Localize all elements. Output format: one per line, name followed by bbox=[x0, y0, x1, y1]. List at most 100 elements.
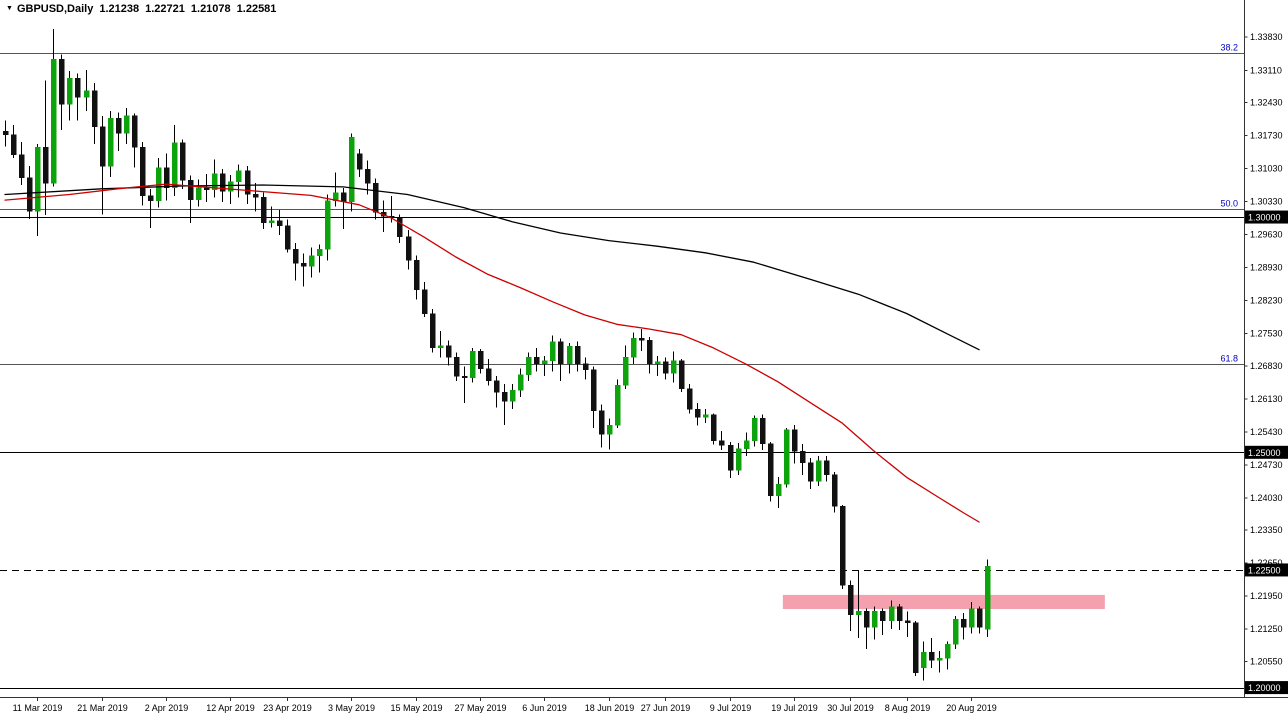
candle bbox=[718, 431, 725, 450]
candle bbox=[678, 359, 685, 393]
symbol-period-label: GBPUSD,Daily bbox=[16, 3, 94, 15]
candle-body-down bbox=[26, 177, 33, 212]
ohlc-open: 1.21238 bbox=[99, 3, 140, 15]
candle-body-down bbox=[791, 429, 798, 452]
candle bbox=[710, 413, 717, 445]
time-tick-label: 11 Mar 2019 bbox=[13, 703, 63, 713]
candle bbox=[533, 347, 540, 372]
candle bbox=[831, 472, 838, 513]
time-tick-label: 12 Apr 2019 bbox=[206, 703, 255, 713]
candle-body-up bbox=[541, 360, 548, 365]
horizontal-lines bbox=[0, 217, 1245, 689]
candle bbox=[179, 139, 186, 189]
price-tick-label: 1.33830 bbox=[1250, 32, 1283, 42]
candle bbox=[968, 601, 975, 634]
candle-body-up bbox=[702, 414, 709, 418]
candle bbox=[147, 188, 154, 228]
price-tag-bg bbox=[1245, 563, 1288, 577]
candle-body-down bbox=[147, 195, 154, 201]
candle bbox=[799, 443, 806, 475]
price-tick-label: 1.21250 bbox=[1250, 624, 1283, 634]
candle bbox=[582, 357, 589, 380]
candle-body-down bbox=[356, 153, 363, 170]
candle-body-down bbox=[847, 584, 854, 615]
candle bbox=[477, 348, 484, 374]
candle bbox=[557, 338, 564, 381]
candle bbox=[590, 366, 597, 428]
time-axis[interactable]: 11 Mar 2019 21 Mar 2019 2 Apr 2019 12 Apr 2… bbox=[0, 697, 1288, 713]
candle bbox=[485, 359, 492, 386]
time-tick-label: 3 May 2019 bbox=[328, 703, 375, 713]
price-axis[interactable]: 1.33830 1.33110 1.32430 1.31730 1.31030 1.303… bbox=[1244, 0, 1288, 698]
candle bbox=[751, 415, 758, 447]
dropdown-triangle-icon[interactable]: ▼ bbox=[6, 5, 13, 12]
candle-body-up bbox=[469, 350, 476, 379]
candle-body-down bbox=[896, 606, 903, 622]
candle-body-down bbox=[74, 77, 81, 98]
ma-fast-line bbox=[4, 183, 980, 523]
candle bbox=[517, 368, 524, 397]
candle-body-down bbox=[839, 506, 846, 586]
candle bbox=[525, 352, 532, 381]
candle bbox=[871, 606, 878, 640]
price-tick-label: 1.30330 bbox=[1250, 197, 1283, 207]
candle-body-up bbox=[775, 484, 782, 496]
time-tick-label: 8 Aug 2019 bbox=[885, 703, 931, 713]
candle-body-up bbox=[783, 429, 790, 485]
candle-body-down bbox=[18, 154, 25, 178]
time-tick-label: 30 Jul 2019 bbox=[827, 703, 874, 713]
candle-body-up bbox=[235, 170, 242, 183]
candle bbox=[920, 641, 927, 681]
price-tag-bg bbox=[1245, 210, 1288, 224]
candle-body-down bbox=[823, 460, 830, 476]
candle-body-down bbox=[187, 180, 194, 200]
candle bbox=[646, 337, 653, 374]
candle bbox=[839, 505, 846, 589]
candle-body-up bbox=[670, 360, 677, 374]
candle-body-up bbox=[855, 611, 862, 615]
chart-legend: ▼ GBPUSD,Daily 1.21238 1.22721 1.21078 1.2258… bbox=[6, 3, 276, 15]
candle bbox=[622, 345, 629, 389]
candle bbox=[324, 194, 331, 261]
time-tick-label: 21 Mar 2019 bbox=[77, 703, 128, 713]
candle-body-up bbox=[735, 448, 742, 471]
price-tick-label: 1.20550 bbox=[1250, 657, 1283, 667]
candle-body-up bbox=[324, 200, 331, 250]
candle bbox=[139, 141, 146, 206]
candle bbox=[107, 111, 114, 178]
candle-body-down bbox=[58, 59, 65, 105]
candle-body-up bbox=[606, 424, 613, 435]
candle bbox=[171, 124, 178, 196]
candle-body-up bbox=[123, 115, 130, 134]
candle bbox=[501, 384, 508, 426]
candle bbox=[187, 175, 194, 224]
candle-body-down bbox=[372, 182, 379, 213]
candle bbox=[99, 115, 106, 215]
candle-body-up bbox=[968, 608, 975, 628]
candle-body-down bbox=[662, 361, 669, 374]
candle-body-up bbox=[348, 136, 355, 203]
candle bbox=[662, 357, 669, 380]
candle bbox=[694, 402, 701, 426]
candle bbox=[686, 384, 693, 414]
candle-body-down bbox=[557, 341, 564, 365]
candle-body-down bbox=[91, 90, 98, 127]
time-tick-label: 9 Jul 2019 bbox=[710, 703, 752, 713]
candle bbox=[775, 476, 782, 508]
candle bbox=[34, 144, 41, 236]
candle bbox=[292, 242, 299, 281]
candle-body-down bbox=[598, 410, 605, 435]
fib-label-38.2: 38.2 bbox=[1220, 43, 1238, 53]
price-tick-label: 1.26830 bbox=[1250, 361, 1283, 371]
candle-body-up bbox=[268, 220, 275, 223]
candle-body-up bbox=[630, 338, 637, 358]
candle bbox=[574, 341, 581, 372]
candle-body-down bbox=[276, 220, 283, 226]
candle-body-down bbox=[879, 611, 886, 622]
candle-body-down bbox=[42, 147, 49, 184]
candle-body-down bbox=[396, 217, 403, 238]
candle-body-up bbox=[66, 77, 73, 105]
candle bbox=[912, 620, 919, 676]
supply-zone-rectangle[interactable] bbox=[782, 594, 1105, 610]
